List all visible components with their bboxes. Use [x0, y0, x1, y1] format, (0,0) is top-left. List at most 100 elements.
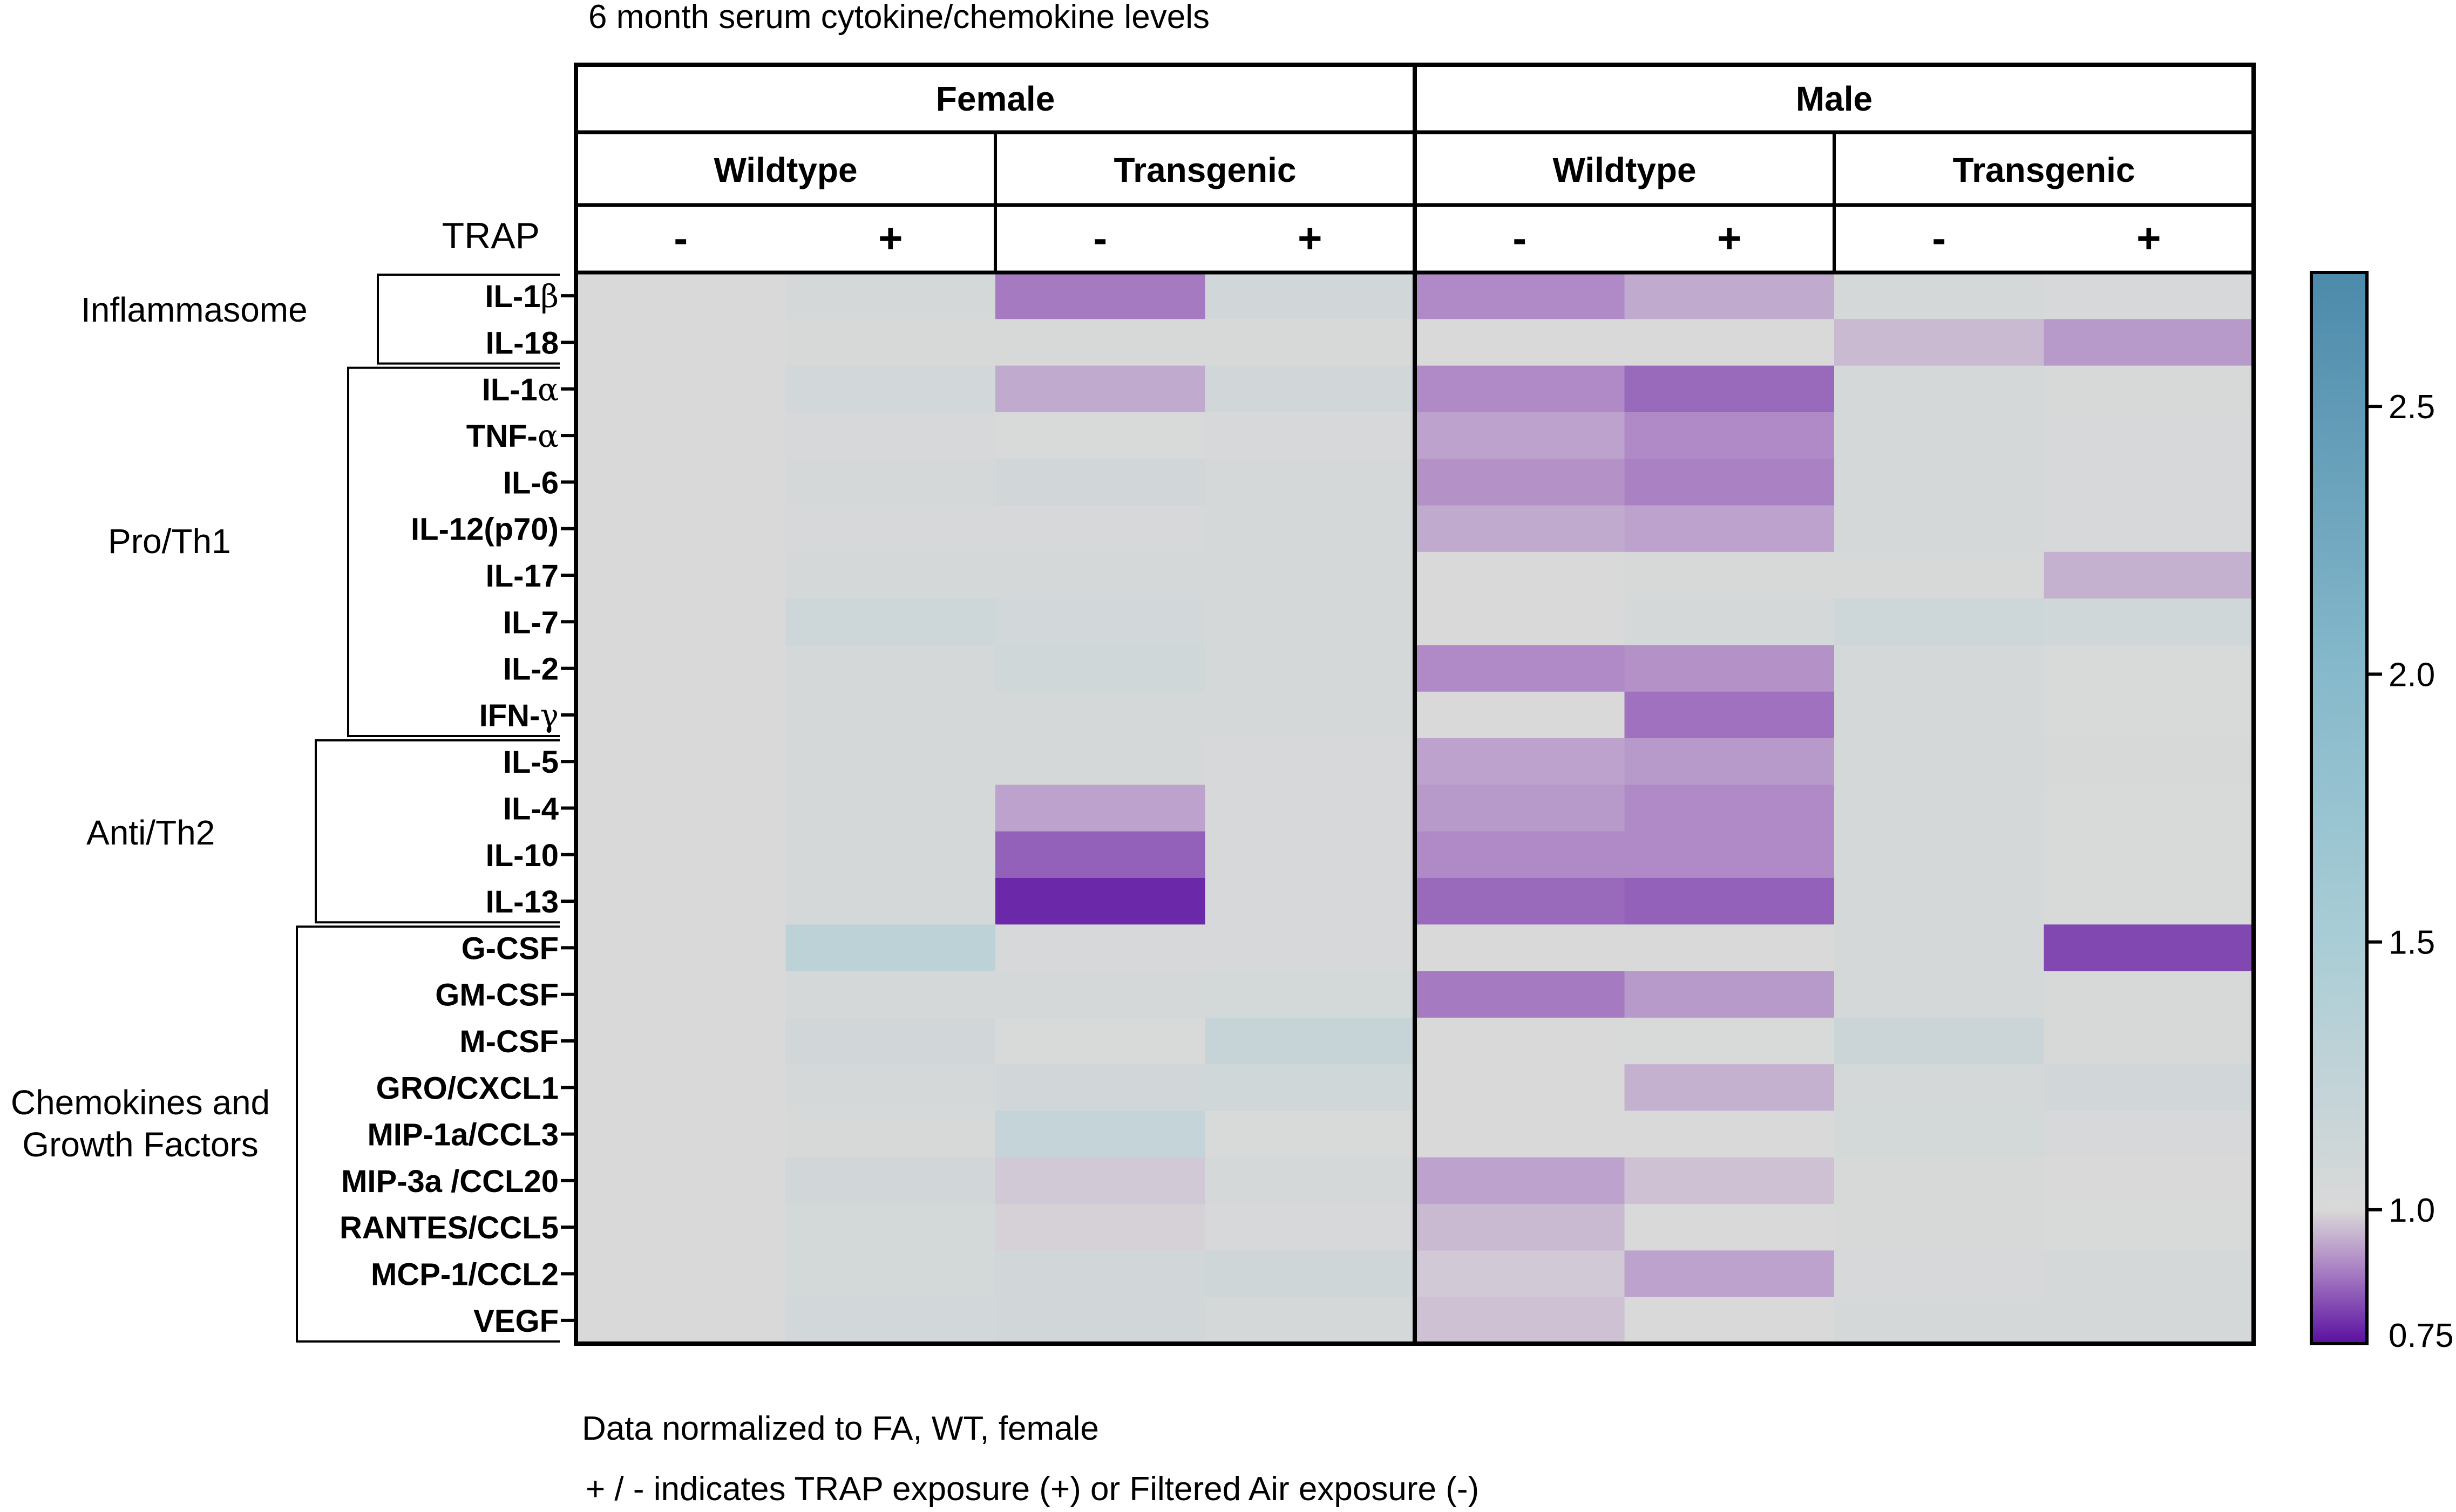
colorbar: 0.75 1.0 1.5 2.0 2.5 — [2310, 271, 2454, 1354]
heatmap-cell — [995, 1250, 1206, 1298]
heatmap-cell — [995, 738, 1206, 785]
heatmap-cell — [1205, 1157, 1415, 1204]
heatmap-cell — [995, 1157, 1206, 1204]
heatmap-cell — [1415, 505, 1625, 553]
heatmap-cell — [1624, 738, 1835, 785]
heatmap-cell — [1624, 785, 1835, 832]
heatmap-cell — [1834, 1064, 2045, 1112]
heatmap-cell — [1624, 319, 1835, 366]
heatmap-cell — [995, 505, 1206, 553]
heatmap-cell — [576, 273, 786, 319]
exposure-label: - — [1512, 214, 1526, 262]
heatmap-cell — [1834, 459, 2045, 506]
heatmap-cell — [1624, 691, 1835, 739]
heatmap-cell — [995, 1297, 1206, 1344]
genotype-label: Wildtype — [1552, 151, 1696, 189]
exposure-label: + — [878, 214, 903, 262]
heatmap-cells — [576, 273, 2254, 1344]
heatmap-cell — [785, 785, 996, 832]
heatmap-cell — [2044, 1017, 2254, 1065]
heatmap-cell — [785, 645, 996, 692]
colorbar-tick-label: 2.5 — [2389, 389, 2435, 426]
heatmap-cell — [1205, 273, 1415, 319]
heatmap-cell — [1834, 1017, 2045, 1065]
heatmap-cell — [1624, 924, 1835, 972]
row-label: IL-6 — [503, 465, 559, 500]
heatmap-cell — [576, 1297, 786, 1344]
heatmap-cell — [1415, 1157, 1625, 1204]
heatmap-cell — [576, 365, 786, 413]
heatmap-cell — [1415, 459, 1625, 506]
heatmap-cell — [1834, 319, 2045, 366]
heatmap-cell — [995, 273, 1206, 319]
heatmap-cell — [1834, 877, 2045, 925]
heatmap-cell — [2044, 365, 2254, 413]
genotype-label: Wildtype — [714, 151, 857, 189]
colorbar-gradient — [2310, 271, 2369, 1345]
sex-label: Female — [936, 79, 1055, 118]
row-label: GM-CSF — [435, 978, 559, 1013]
heatmap-cell — [1415, 831, 1625, 878]
heatmap-cell — [1834, 738, 2045, 785]
row-label: IL-4 — [503, 792, 559, 827]
heatmap-cell — [785, 971, 996, 1018]
row-label: IFN-γ — [479, 697, 559, 734]
row-label: MIP-1a/CCL3 — [367, 1118, 559, 1153]
heatmap-cell — [1624, 877, 1835, 925]
row-label: IL-1α — [482, 371, 559, 408]
heatmap-cell — [1834, 645, 2045, 692]
heatmap-cell — [2044, 877, 2254, 925]
row-label: MIP-3a /CCL20 — [341, 1164, 559, 1199]
group-label: Growth Factors — [22, 1125, 258, 1164]
heatmap-cell — [1415, 738, 1625, 785]
group-bracket — [296, 925, 560, 1343]
heatmap-cell — [995, 412, 1206, 459]
exposure-label: + — [1298, 214, 1322, 262]
row-labels: IL-1β IL-18 IL-1α TNF-α IL-6 IL-12(p70) IL-17 I… — [340, 278, 576, 1339]
heatmap-cell — [785, 1111, 996, 1158]
heatmap-cell — [1415, 273, 1625, 319]
heatmap-cell — [1205, 1297, 1415, 1344]
heatmap-cell — [1415, 598, 1625, 646]
heatmap-cell — [576, 1204, 786, 1251]
heatmap-cell — [576, 551, 786, 599]
chart-title: 6 month serum cytokine/chemokine levels — [588, 0, 1210, 36]
heatmap-cell — [1205, 691, 1415, 739]
heatmap-cell — [1415, 551, 1625, 599]
heatmap-cell — [1205, 505, 1415, 553]
heatmap-cell — [785, 831, 996, 878]
row-label: IL-1β — [485, 278, 559, 315]
heatmap-cell — [785, 459, 996, 506]
heatmap-cell — [785, 877, 996, 925]
heatmap-cell — [576, 971, 786, 1018]
heatmap-cell — [1624, 831, 1835, 878]
heatmap-cell — [2044, 412, 2254, 459]
heatmap-cell — [785, 1017, 996, 1065]
heatmap-cell — [1834, 412, 2045, 459]
heatmap-cell — [1205, 1017, 1415, 1065]
heatmap-cell — [785, 273, 996, 319]
heatmap-cell — [995, 319, 1206, 366]
heatmap-cell — [1624, 1250, 1835, 1298]
row-label: RANTES/CCL5 — [340, 1210, 559, 1245]
heatmap-cell — [995, 924, 1206, 972]
heatmap-cell — [2044, 319, 2254, 366]
heatmap-cell — [1205, 459, 1415, 506]
heatmap-cell — [2044, 273, 2254, 319]
heatmap-cell — [1834, 924, 2045, 972]
heatmap-cell — [1834, 1111, 2045, 1158]
heatmap-cell — [995, 971, 1206, 1018]
group-bracket — [347, 366, 560, 738]
row-label: M-CSF — [459, 1024, 559, 1059]
heatmap-cell — [576, 1111, 786, 1158]
heatmap-cell — [576, 1250, 786, 1298]
heatmap-cell — [576, 785, 786, 832]
heatmap-cell — [2044, 1204, 2254, 1251]
heatmap-cell — [785, 319, 996, 366]
heatmap-cell — [1205, 831, 1415, 878]
group-bracket — [377, 274, 560, 365]
heatmap-cell — [1834, 1250, 2045, 1298]
group-label: Chemokines and — [11, 1083, 270, 1122]
heatmap-cell — [1624, 1017, 1835, 1065]
